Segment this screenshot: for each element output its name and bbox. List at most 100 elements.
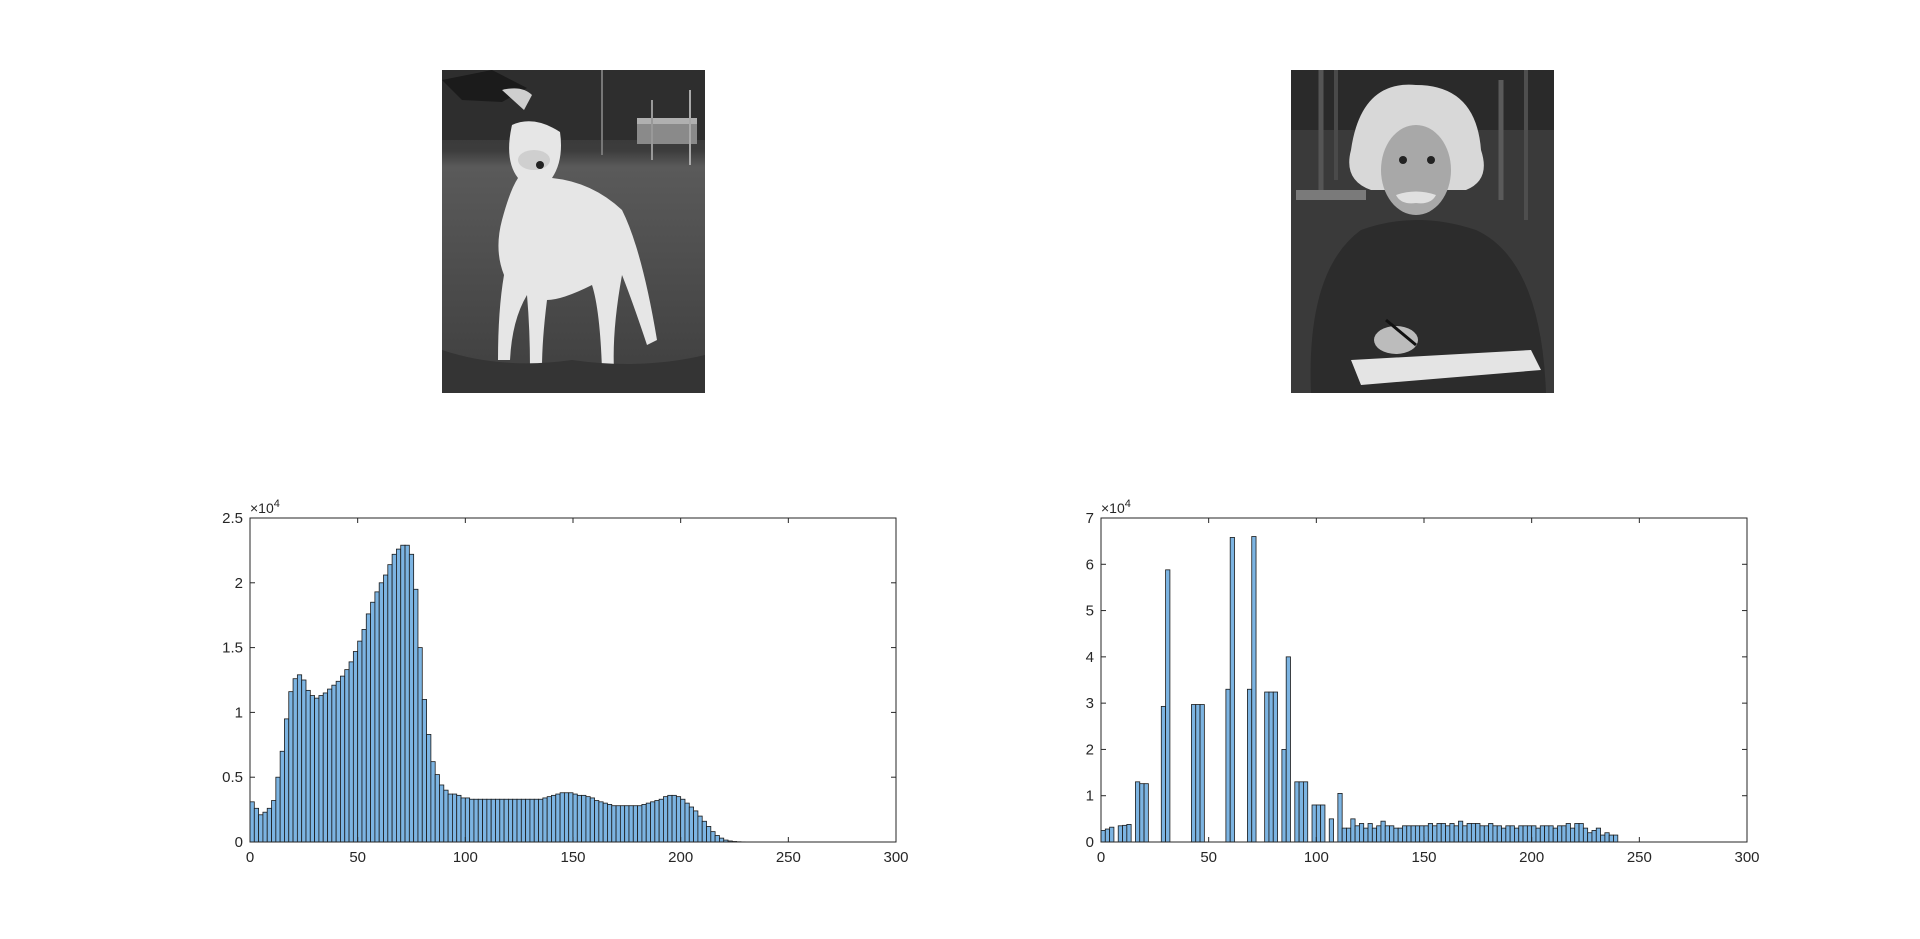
- histogram-bar: [1496, 825, 1502, 843]
- histogram-bar: [1578, 823, 1584, 843]
- histogram-bar: [1501, 827, 1507, 843]
- histogram-bar: [1337, 793, 1343, 843]
- histogram-bar: [1539, 825, 1545, 843]
- histogram-bar: [1604, 832, 1610, 843]
- histogram-bar: [1514, 827, 1520, 843]
- histogram-bar: [1565, 823, 1571, 843]
- histogram-left: 0 50 100 150 200 250 300 0 0.5 1 1.5 2 2.5 ×104: [222, 498, 908, 866]
- x-tick-label: 250: [1627, 849, 1652, 866]
- histogram-bar: [1419, 825, 1425, 843]
- histogram-bar: [1423, 825, 1429, 843]
- histogram-bar: [1285, 656, 1291, 843]
- histogram-bar: [1402, 825, 1408, 843]
- x-tick-label: 50: [1200, 849, 1217, 866]
- histogram-bar: [1359, 823, 1365, 843]
- histogram-bar: [1191, 704, 1197, 843]
- histogram-bar: [1380, 820, 1386, 843]
- histogram-bar: [1320, 804, 1326, 843]
- exponent-base: ×10: [250, 500, 274, 516]
- y-tick-label: 3: [1086, 695, 1094, 712]
- histogram-bar: [1397, 827, 1403, 843]
- histogram-bar: [1384, 825, 1390, 843]
- histogram-bar: [1294, 781, 1300, 843]
- x-tick-label: 50: [349, 849, 366, 866]
- histogram-bar: [1544, 825, 1550, 843]
- histogram-bar: [1591, 830, 1597, 843]
- histogram-bar: [1587, 832, 1593, 843]
- histogram-bar: [1225, 688, 1231, 843]
- histogram-bar: [1393, 827, 1399, 843]
- exponent-power: 4: [1125, 498, 1131, 510]
- y-tick-label: 2: [235, 575, 243, 592]
- y-tick-label: 4: [1086, 649, 1094, 666]
- histogram-bar: [1479, 825, 1485, 843]
- histogram-bar: [1449, 823, 1455, 843]
- histogram-bar: [1557, 825, 1563, 843]
- histogram-bar: [1135, 781, 1141, 843]
- histogram-bar: [1303, 781, 1309, 843]
- histogram-bar: [1432, 825, 1438, 843]
- histogram-bar: [1122, 824, 1128, 843]
- histogram-bar: [1561, 825, 1567, 843]
- histogram-bar: [1272, 691, 1278, 843]
- histogram-bar: [1328, 818, 1334, 843]
- histogram-bar: [1165, 569, 1171, 843]
- x-tick-label: 200: [1519, 849, 1544, 866]
- histogram-bar: [1505, 825, 1511, 843]
- histogram-bar: [1376, 825, 1382, 843]
- histogram-bar: [1363, 827, 1369, 843]
- histogram-bar: [1574, 823, 1580, 843]
- y-tick-label: 0: [1086, 834, 1094, 851]
- histogram-bar: [1143, 783, 1149, 843]
- dog-photo-graphic: [442, 70, 705, 393]
- histogram-bar: [1470, 823, 1477, 843]
- y-tick-label: 0: [235, 834, 243, 851]
- histogram-bar: [1346, 827, 1352, 843]
- histogram-bar: [1410, 825, 1416, 843]
- histogram-bar: [1458, 820, 1464, 843]
- histogram-bar: [1100, 830, 1106, 843]
- histogram-bar: [1535, 827, 1541, 843]
- x-tick-label: 100: [1304, 849, 1329, 866]
- x-tick-label: 200: [668, 849, 693, 866]
- histogram-bar: [1199, 704, 1205, 843]
- histogram-bar: [1117, 825, 1123, 843]
- histogram-bar: [1367, 823, 1373, 843]
- x-tick-label: 0: [1097, 849, 1105, 866]
- y-tick-label: 7: [1086, 510, 1094, 527]
- histogram-bar: [1531, 825, 1537, 843]
- y-tick-label: 0.5: [222, 769, 243, 786]
- histogram-bar: [1440, 823, 1446, 843]
- histogram-bar: [1229, 537, 1235, 843]
- histogram-bar: [1311, 804, 1317, 843]
- bars-group: [1100, 536, 1619, 843]
- x-tick-label: 150: [1411, 849, 1436, 866]
- histogram-bar: [1600, 834, 1606, 843]
- x-tick-label: 0: [246, 849, 254, 866]
- einstein-photo: [1291, 70, 1554, 393]
- x-tick-label: 250: [776, 849, 801, 866]
- histogram-bar: [1109, 826, 1115, 843]
- histogram-bar: [1427, 823, 1434, 843]
- histogram-bar: [1552, 827, 1558, 843]
- histogram-bar: [1509, 825, 1515, 843]
- y-exponent-label: ×104: [250, 498, 280, 516]
- histogram-bar: [1453, 825, 1459, 843]
- exponent-base: ×10: [1101, 500, 1125, 516]
- histogram-bar: [1582, 827, 1589, 843]
- y-tick-label: 6: [1086, 556, 1094, 573]
- histogram-bar: [1281, 749, 1287, 843]
- histogram-bar: [1492, 825, 1498, 843]
- y-tick-label: 2: [1086, 741, 1094, 758]
- histogram-bar: [1522, 825, 1528, 843]
- histogram-bar: [1371, 827, 1378, 843]
- histogram-bar: [1475, 823, 1481, 843]
- bars-group: [249, 544, 746, 843]
- histogram-bar: [1251, 536, 1257, 843]
- y-exponent-label: ×104: [1101, 498, 1131, 516]
- histogram-bar: [1436, 823, 1442, 843]
- histogram-bar: [1247, 688, 1253, 843]
- y-tick-label: 1: [1086, 788, 1094, 805]
- histogram-bar: [1268, 691, 1274, 843]
